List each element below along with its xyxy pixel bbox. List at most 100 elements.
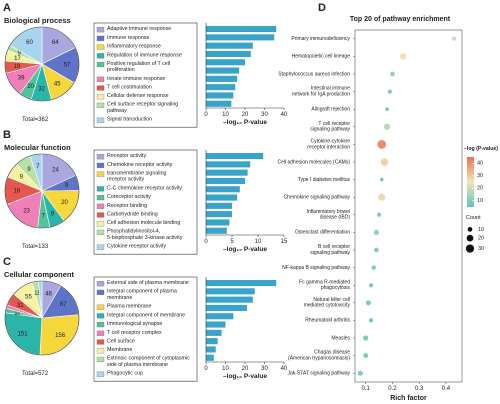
- x-axis-label: –log₁₀ P-value: [223, 373, 267, 380]
- bar: [206, 67, 240, 74]
- panel-label: B: [3, 129, 11, 141]
- dot: [399, 53, 407, 60]
- x-tick-label: 0.3: [415, 386, 424, 392]
- x-tick-label: 10: [255, 239, 262, 245]
- slice-label: 151: [18, 332, 29, 338]
- x-tick-label: 10: [222, 112, 229, 118]
- legend-swatch: [96, 339, 105, 345]
- size-legend-label: 10: [478, 227, 484, 233]
- category-label: Primary immunodeficiency: [291, 36, 350, 42]
- slice-label: 45: [54, 82, 61, 88]
- colorbar-tick-label: 30: [477, 173, 483, 179]
- x-tick-label: 40: [281, 366, 288, 372]
- legend-label: Receptor activity: [107, 153, 147, 159]
- x-tick-label: 15: [281, 239, 288, 245]
- legend-swatch: [96, 304, 105, 310]
- legend-swatch: [96, 281, 105, 287]
- x-tick-label: 5: [230, 239, 234, 245]
- slice-label: 23: [23, 208, 30, 214]
- category-label: Cell adhesion molecules (CAMs): [277, 159, 350, 165]
- bar: [206, 219, 230, 226]
- dot: [385, 107, 389, 112]
- category-label: Inflammatory bowel disease (IBD): [307, 209, 351, 221]
- category-label: Chemokine signaling pathway: [284, 195, 351, 201]
- x-tick-label: 0: [204, 112, 208, 118]
- category-label: T cell receptor signaling pathway: [310, 121, 350, 133]
- dot: [374, 247, 379, 253]
- legend-label: Positive regulation of T cell proliferati…: [107, 61, 170, 73]
- legend-swatch: [96, 203, 105, 209]
- dot: [387, 89, 392, 94]
- legend-label: Innate immune response: [107, 76, 165, 82]
- pie-outline: [4, 280, 80, 356]
- dot: [378, 193, 386, 201]
- x-tick-label: 0: [204, 239, 208, 245]
- legend-label: Immune response: [107, 35, 149, 41]
- slice-label: 57: [64, 62, 71, 68]
- colorbar-title: –log (P-value): [464, 146, 498, 152]
- category-label: Jak-STAT signaling pathway: [287, 371, 350, 377]
- size-legend-label: 20: [478, 236, 484, 242]
- legend-label: Immunological synapse: [107, 321, 162, 327]
- slice-label: 24: [52, 167, 59, 173]
- legend-label: Integral component of membrane: [107, 312, 185, 318]
- legend-label: Receptor binding: [107, 203, 147, 209]
- legend-swatch: [96, 117, 105, 123]
- category-label: Chagas disease (American trypanosomiasis): [288, 350, 350, 362]
- x-axis-label: –log₁₀ P-value: [223, 119, 267, 126]
- dot: [380, 158, 389, 166]
- legend-label: transmembrane signaling receptor activity: [107, 171, 167, 183]
- size-legend-dot: [465, 244, 475, 253]
- bar: [206, 153, 264, 160]
- dot: [373, 229, 379, 235]
- legend-swatch: [96, 76, 105, 82]
- bar: [206, 338, 218, 345]
- plot-frame: [354, 29, 463, 383]
- dot: [357, 370, 363, 376]
- bar: [206, 354, 214, 361]
- legend-label: Cell surface: [107, 339, 135, 345]
- bar: [206, 227, 227, 234]
- legend-swatch: [96, 85, 105, 91]
- legend-swatch: [96, 229, 105, 235]
- category-label: Cytokine-cytokine receptor interaction: [307, 139, 350, 151]
- bar: [206, 161, 251, 168]
- legend-label: Membrane: [107, 347, 132, 353]
- slice-label: 19: [14, 64, 21, 70]
- colorbar-tick-label: 20: [477, 186, 483, 192]
- bar: [206, 42, 253, 49]
- legend-label: C-C chemokine receptor activity: [107, 185, 182, 191]
- category-label: Fc gamma R-mediated phagocytosis: [299, 280, 350, 292]
- bar: [206, 177, 245, 184]
- category-label: Intestinal immune network for IgA product…: [292, 86, 350, 98]
- category-label: Rheumatoid arthritis: [305, 318, 350, 324]
- legend-swatch: [96, 371, 105, 377]
- category-label: Natural killer cell mediated cytotoxicity: [304, 297, 351, 309]
- slice-label: 7: [36, 164, 40, 170]
- slice-label: 32: [38, 87, 45, 93]
- x-tick-label: 0.2: [388, 386, 397, 392]
- category-label: Type I diabetes mellitus: [298, 177, 351, 183]
- panel-label: C: [3, 256, 11, 268]
- slice-label: 20: [61, 200, 68, 206]
- slice-label: 11: [14, 311, 21, 317]
- legend-swatch: [96, 53, 105, 59]
- slice-label: 64: [52, 40, 59, 46]
- legend-swatch: [96, 348, 105, 354]
- slice-label: 60: [26, 40, 33, 46]
- bar: [206, 288, 255, 295]
- panel-title: Molecular function: [4, 143, 71, 152]
- slice-label: 9: [27, 167, 31, 173]
- bar: [206, 34, 275, 41]
- bar: [206, 296, 253, 303]
- legend-swatch: [96, 289, 105, 295]
- size-legend-label: 30: [478, 246, 484, 252]
- legend-label: Cytokine receptor activity: [107, 244, 167, 250]
- legend-box: [93, 22, 198, 128]
- legend-label: Inflammatory response: [107, 44, 161, 50]
- legend-swatch: [96, 162, 105, 168]
- dot: [451, 36, 457, 41]
- bar: [206, 346, 216, 353]
- legend-label: T cell receptor complex: [107, 330, 162, 336]
- legend-swatch: [96, 212, 105, 218]
